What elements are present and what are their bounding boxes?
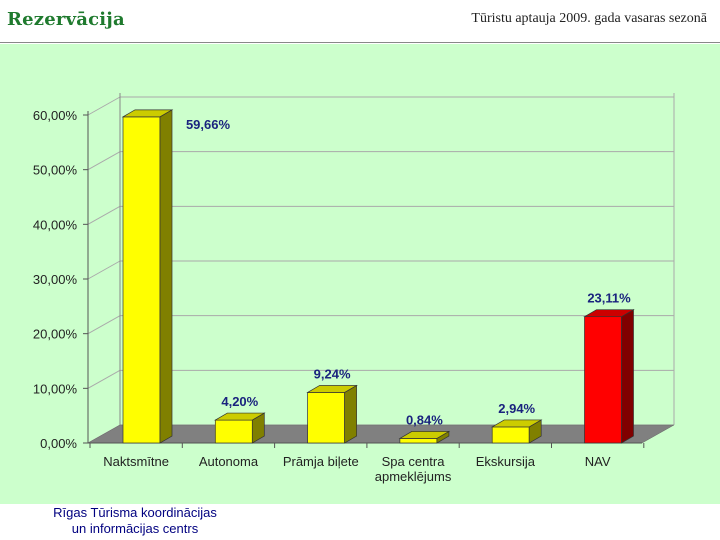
category-label: NAV [585,454,611,469]
bar-side [344,384,357,444]
bar [307,392,345,444]
category-label: Spa centra [382,454,446,469]
bar [214,419,253,444]
page-subtitle: Tūristu aptauja 2009. gada vasaras sezon… [471,11,707,26]
bar [399,438,438,444]
header-divider [0,42,720,43]
bar-top [214,412,266,421]
category-label: apmeklējums [375,469,452,484]
bar-side [159,109,173,444]
bar [584,316,622,444]
y-tick-label: 20,00% [33,327,78,342]
data-label: 2,94% [498,401,535,416]
category-label: Autonoma [199,454,259,469]
grid-diagonal [87,315,121,335]
grid-diagonal [87,205,121,225]
bar-top [490,419,543,428]
data-label: 4,20% [221,394,258,409]
bar-top [583,309,635,318]
category-label: Ekskursija [476,454,536,469]
y-tick-label: 60,00% [33,108,78,123]
bar-top [306,385,358,393]
category-label: Prāmja biļete [283,454,359,469]
grid-diagonal [87,369,121,389]
grid-diagonal [87,260,121,280]
y-tick-label: 40,00% [33,217,78,232]
y-tick-label: 50,00% [33,163,78,178]
data-label: 9,24% [314,366,351,381]
bar [491,426,530,444]
grid-diagonal [87,151,121,171]
y-tick-label: 30,00% [33,272,78,287]
bar-top [121,109,174,118]
category-label: Naktsmītne [103,454,169,469]
data-label: 23,11% [587,291,631,306]
data-label: 0,84% [406,412,443,427]
bar-top [398,431,451,439]
bar-side [621,309,634,444]
data-label: 59,66% [186,117,231,132]
footer-line-2: un informācijas centrs [71,521,199,536]
y-tick-label: 10,00% [33,381,78,396]
footer-line-1: Rīgas Tūrisma koordinācijas [53,505,217,520]
grid-diagonal [87,96,121,116]
bar [122,116,161,444]
y-tick-label: 0,00% [40,436,77,451]
page-title: Rezervācija [7,9,125,30]
footer-credit: Rīgas Tūrisma koordinācijas un informāci… [30,505,240,537]
